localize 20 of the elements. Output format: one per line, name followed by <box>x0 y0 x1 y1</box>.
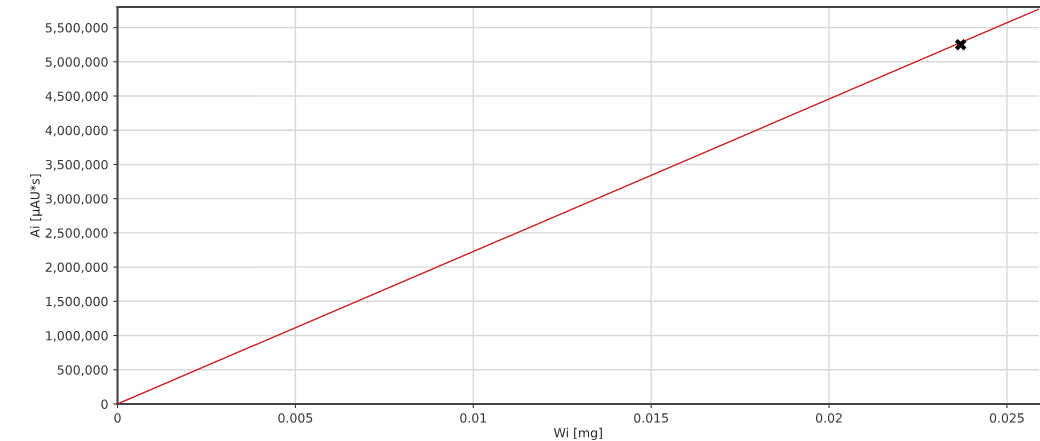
x-tick-label: 0.01 <box>460 413 487 423</box>
y-tick-label: 5,500,000 <box>45 23 108 34</box>
y-tick-label: 4,000,000 <box>45 125 108 137</box>
y-tick-label: 3,000,000 <box>45 194 108 205</box>
y-tick-label: 500,000 <box>57 365 108 376</box>
x-tick-label: 0.025 <box>989 413 1024 423</box>
y-tick-label: 3,500,000 <box>45 159 108 171</box>
y-tick-label: 5,000,000 <box>45 57 108 68</box>
y-axis-title: Ai [µAU*s] <box>30 174 43 238</box>
y-tick-label: 2,000,000 <box>45 262 108 274</box>
y-tick-label: 0 <box>101 399 108 409</box>
y-tick-label: 2,500,000 <box>45 228 108 240</box>
x-tick-label: 0.015 <box>634 413 668 423</box>
x-tick-label: 0.005 <box>278 413 313 423</box>
y-tick-label: 4,500,000 <box>45 91 108 103</box>
x-tick-label: 0 <box>114 413 121 423</box>
y-tick-label: 1,000,000 <box>46 331 108 342</box>
x-axis-title: Wi [mg] <box>553 427 602 440</box>
x-tick-label: 0.02 <box>815 413 842 423</box>
y-tick-label: 1,500,000 <box>46 296 108 308</box>
